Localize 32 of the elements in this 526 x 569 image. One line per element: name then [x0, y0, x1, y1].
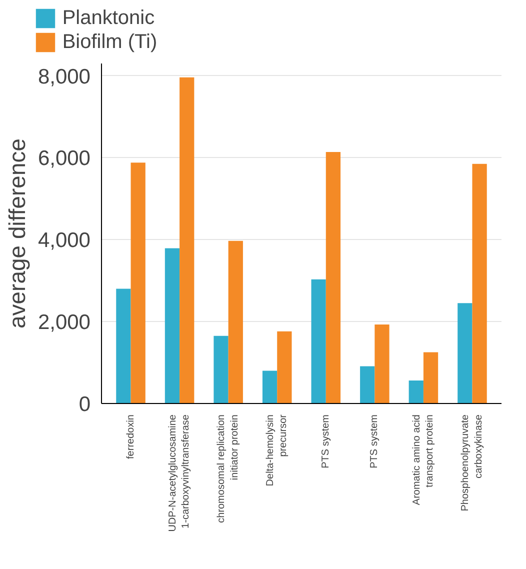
x-tick-label: PTS system	[369, 414, 380, 468]
bar	[116, 288, 131, 404]
bar	[408, 380, 424, 404]
x-tick-label: Phosphoenolpyruvate carboxykinase	[460, 414, 484, 512]
bar	[326, 152, 341, 404]
bar	[311, 279, 326, 404]
y-tick-label: 8,000	[38, 65, 91, 88]
x-tick-label: Aromatic amino acid transport protein	[411, 414, 436, 506]
x-tick-label: Delta-hemolysin precursor	[265, 414, 290, 486]
bar	[262, 370, 278, 404]
bar	[164, 248, 180, 404]
bar	[472, 164, 487, 404]
x-tick-label: ferredoxin	[125, 414, 136, 459]
y-tick-label: 6,000	[38, 147, 91, 170]
bar	[360, 366, 375, 404]
legend-label: Biofilm (Ti)	[62, 30, 158, 54]
bar	[180, 77, 194, 404]
bar	[130, 162, 146, 404]
legend-label: Planktonic	[62, 6, 155, 30]
bar	[374, 324, 390, 404]
y-axis-title: average difference	[4, 138, 30, 329]
y-tick-label: 2,000	[38, 311, 91, 334]
bar	[277, 331, 292, 404]
x-tick-label: UDP-N-acetylglucosamine 1-carboxyvinyltransferase	[167, 414, 192, 532]
bar	[228, 240, 243, 404]
bar	[458, 303, 472, 404]
x-tick-label: PTS system	[320, 414, 332, 468]
bar	[423, 352, 438, 404]
bar	[214, 336, 228, 404]
x-tick-label: chromosomal replication initiator protein	[216, 414, 240, 523]
y-tick-label: 4,000	[38, 229, 91, 252]
y-tick-label: 0	[78, 393, 91, 416]
